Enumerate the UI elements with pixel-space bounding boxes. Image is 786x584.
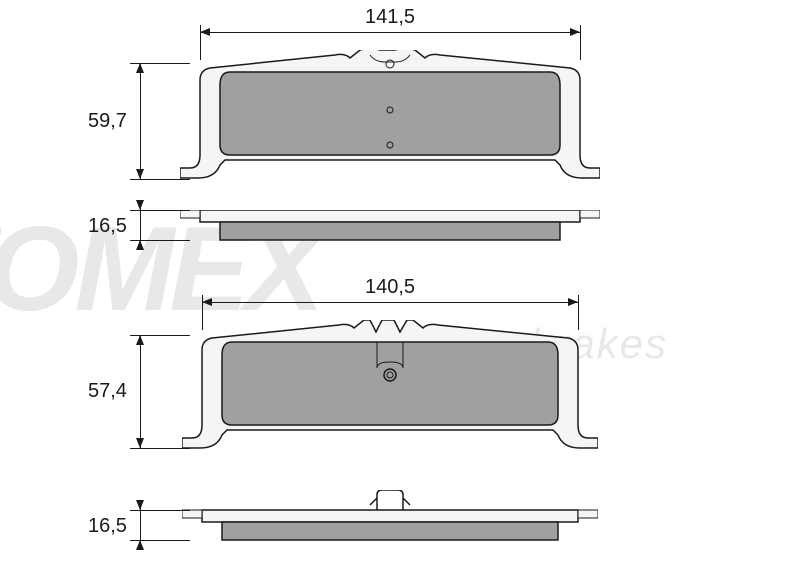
arrow bbox=[136, 540, 144, 550]
arrow bbox=[136, 200, 144, 210]
bottom-pad-side bbox=[182, 490, 598, 550]
arrow bbox=[136, 500, 144, 510]
dim-line bbox=[200, 32, 580, 33]
dim-top-thickness: 16,5 bbox=[88, 215, 127, 238]
dim-line bbox=[202, 302, 578, 303]
arrow bbox=[568, 298, 578, 306]
top-pad-side bbox=[180, 210, 600, 250]
arrow bbox=[136, 240, 144, 250]
ext-line bbox=[130, 179, 190, 180]
arrow bbox=[136, 63, 144, 73]
ext-line bbox=[580, 25, 581, 60]
dim-bottom-height: 57,4 bbox=[88, 380, 127, 403]
dim-line bbox=[140, 335, 141, 448]
bottom-pad-front bbox=[182, 320, 598, 460]
dim-bottom-thickness: 16,5 bbox=[88, 515, 127, 538]
dim-top-height: 59,7 bbox=[88, 110, 127, 133]
dim-top-width: 141,5 bbox=[365, 6, 415, 29]
top-pad-front bbox=[180, 50, 600, 190]
arrow bbox=[202, 298, 212, 306]
arrow bbox=[200, 28, 210, 36]
arrow bbox=[570, 28, 580, 36]
dim-line bbox=[140, 63, 141, 179]
ext-line bbox=[130, 210, 190, 211]
arrow bbox=[136, 169, 144, 179]
arrow bbox=[136, 335, 144, 345]
ext-line bbox=[578, 295, 579, 330]
ext-line bbox=[130, 448, 190, 449]
arrow bbox=[136, 438, 144, 448]
ext-line bbox=[130, 510, 190, 511]
dim-bottom-width: 140,5 bbox=[365, 276, 415, 299]
